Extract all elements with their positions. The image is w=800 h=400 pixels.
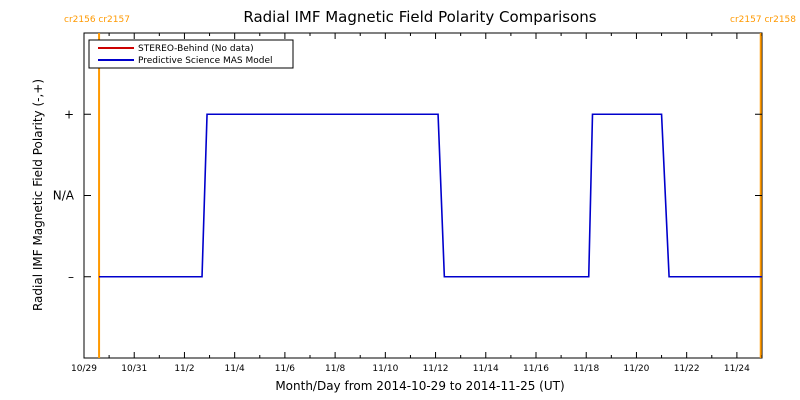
y-tick-label: + (64, 107, 74, 121)
x-tick-label: 11/8 (325, 364, 345, 374)
x-tick-label: 11/6 (275, 364, 295, 374)
legend-box (88, 39, 294, 69)
x-tick-label: 11/20 (623, 364, 649, 374)
x-tick-label: 10/31 (121, 364, 147, 374)
plot-area (83, 32, 763, 359)
x-tick-label: 10/29 (71, 364, 97, 374)
legend: STEREO-Behind (No data) Predictive Scien… (88, 39, 294, 69)
x-tick-label: 11/12 (423, 364, 449, 374)
y-tick-label: – (68, 270, 74, 284)
x-tick-label: 11/2 (174, 364, 194, 374)
x-tick-label: 11/10 (372, 364, 398, 374)
y-axis-label: Radial IMF Magnetic Field Polarity (-,+) (31, 79, 45, 311)
series-line-0 (99, 113, 762, 278)
chart-title: Radial IMF Magnetic Field Polarity Compa… (243, 8, 596, 26)
x-tick-label: 11/18 (573, 364, 599, 374)
x-tick-label: 11/4 (225, 364, 245, 374)
y-axis-ticks: + N/A – (53, 107, 762, 284)
x-tick-label: 11/16 (523, 364, 549, 374)
y-tick-label: N/A (53, 189, 75, 203)
rotation-markers (98, 33, 762, 358)
legend-label-psi: Predictive Science MAS Model (138, 56, 273, 66)
x-axis-label: Month/Day from 2014-10-29 to 2014-11-25 … (275, 379, 564, 393)
series-lines (99, 113, 762, 278)
x-tick-label: 11/22 (674, 364, 700, 374)
x-axis-ticks: 10/29 10/31 11/2 11/4 11/6 11/8 11/10 11/12 11/1… (71, 33, 763, 374)
legend-label-stereo: STEREO-Behind (No data) (138, 44, 254, 54)
rotation-label-right: cr2157 cr2158 (730, 15, 796, 25)
rotation-label-left: cr2156 cr2157 (64, 15, 130, 25)
x-tick-label: 11/24 (724, 364, 750, 374)
x-tick-label: 11/14 (473, 364, 499, 374)
